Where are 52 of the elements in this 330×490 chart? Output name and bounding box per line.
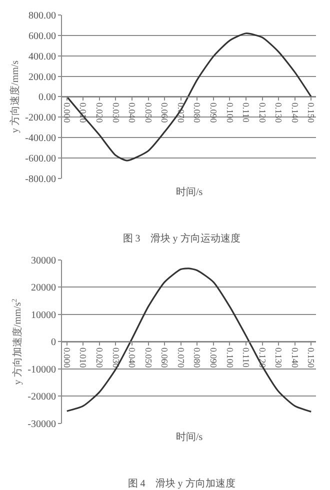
y-tick-label: 10000 bbox=[31, 310, 56, 321]
x-tick-label: 0.080 bbox=[192, 348, 202, 368]
x-tick-label: 0.000 bbox=[62, 348, 72, 368]
y-tick-label: 0.00 bbox=[38, 92, 56, 104]
x-tick-label: 0.070 bbox=[176, 102, 186, 124]
x-tick-label: 0.130 bbox=[274, 348, 284, 368]
x-tick-label: 0.020 bbox=[94, 348, 105, 368]
x-tick-label: 0.000 bbox=[62, 102, 72, 124]
x-tick-label: 0.140 bbox=[290, 102, 300, 124]
x-axis-title: 时间/s bbox=[176, 431, 203, 443]
x-tick-label: 0.060 bbox=[160, 348, 170, 368]
y-tick-label: 400.00 bbox=[28, 51, 56, 62]
text: 图 4 滑块 y 方向加速度 bbox=[128, 477, 236, 490]
x-tick-label: 0.100 bbox=[224, 348, 235, 368]
x-tick-label: 0.090 bbox=[208, 348, 218, 368]
y-tick-label: 30000 bbox=[31, 256, 56, 266]
x-tick-label: 0.150 bbox=[306, 348, 316, 368]
y-tick-label: -800.00 bbox=[25, 174, 56, 185]
x-tick-label: 0.030 bbox=[110, 102, 121, 124]
x-tick-label: 0.140 bbox=[290, 348, 300, 368]
x-tick-label: 0.060 bbox=[160, 102, 170, 124]
x-tick-label: 0.070 bbox=[176, 348, 186, 368]
x-tick-label: 0.010 bbox=[78, 348, 88, 368]
y-tick-label: 800.00 bbox=[28, 10, 56, 22]
x-tick-label: 0.100 bbox=[224, 102, 235, 124]
y-tick-label: -200.00 bbox=[25, 112, 56, 124]
y-tick-label: 0 bbox=[51, 337, 56, 348]
y-tick-label: -600.00 bbox=[25, 153, 56, 164]
x-tick-label: 0.040 bbox=[127, 102, 138, 124]
x-axis-title: 时间/s bbox=[176, 186, 203, 198]
x-tick-label: 0.020 bbox=[94, 102, 105, 124]
x-tick-label: 0.080 bbox=[192, 102, 202, 124]
x-tick-label: 0.150 bbox=[306, 102, 316, 124]
y-tick-label: -20000 bbox=[28, 392, 56, 403]
x-tick-label: 0.090 bbox=[208, 102, 218, 124]
x-tick-label: 0.050 bbox=[143, 102, 154, 124]
x-tick-label: 0.130 bbox=[274, 102, 284, 124]
x-tick-label: 0.120 bbox=[257, 348, 268, 368]
text: 图 3 滑块 y 方向运动速度 bbox=[122, 232, 240, 244]
x-tick-label: 0.050 bbox=[143, 348, 154, 368]
y-tick-label: 200.00 bbox=[28, 72, 56, 83]
x-tick-label: 0.030 bbox=[110, 348, 121, 368]
y-tick-label: 20000 bbox=[31, 282, 56, 294]
y-tick-label: -10000 bbox=[28, 364, 56, 376]
x-tick-label: 0.110 bbox=[241, 102, 252, 123]
y-tick-label: -400.00 bbox=[25, 133, 56, 144]
y-tick-label: 600.00 bbox=[28, 30, 56, 42]
y-axis-title: y 方向速度/mm/s bbox=[9, 60, 22, 133]
y-tick-label: -30000 bbox=[28, 418, 56, 430]
x-tick-label: 0.040 bbox=[127, 348, 138, 368]
x-tick-label: 0.120 bbox=[257, 102, 268, 124]
x-tick-label: 0.110 bbox=[241, 348, 252, 368]
